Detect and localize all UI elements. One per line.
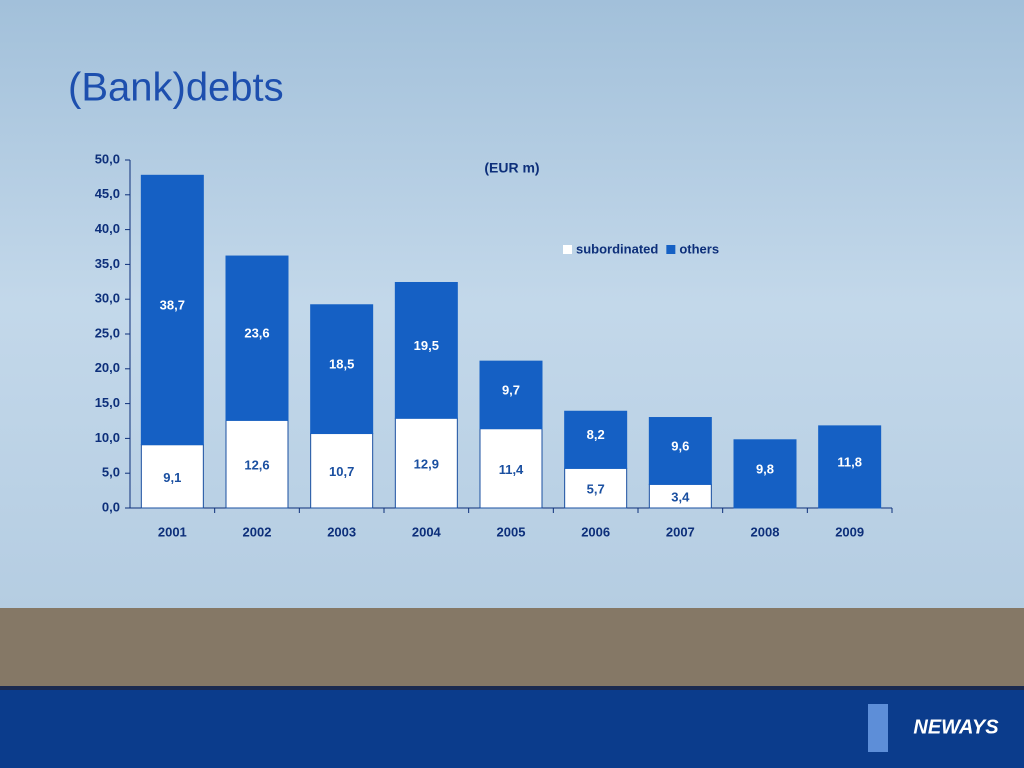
logo-text: NEWAYS <box>913 716 999 738</box>
y-tick-label: 50,0 <box>95 151 120 166</box>
value-label: 10,7 <box>329 464 354 479</box>
value-label: 12,9 <box>414 457 439 472</box>
bar-segment <box>310 433 374 509</box>
bar-segment <box>140 444 204 509</box>
bar-segment <box>310 304 374 435</box>
bar-segment <box>564 467 628 509</box>
x-tick-label: 2002 <box>243 524 272 539</box>
unit-annotation: (EUR m) <box>484 160 539 176</box>
value-label: 38,7 <box>160 297 185 312</box>
bar-segment <box>479 428 543 509</box>
bar-segment <box>648 417 712 485</box>
x-tick-label: 2004 <box>412 524 442 539</box>
y-tick-label: 40,0 <box>95 221 120 236</box>
y-tick-label: 35,0 <box>95 256 120 271</box>
y-tick-label: 20,0 <box>95 360 120 375</box>
y-tick-label: 25,0 <box>95 325 120 340</box>
bar-segment <box>733 439 797 509</box>
value-label: 11,8 <box>837 454 862 469</box>
logo-mark <box>868 704 888 752</box>
value-label: 23,6 <box>244 326 269 341</box>
blue-band <box>0 688 1024 768</box>
value-label: 12,6 <box>244 458 269 473</box>
x-tick-label: 2006 <box>581 524 610 539</box>
legend-label: others <box>679 241 719 256</box>
x-tick-label: 2005 <box>497 524 526 539</box>
bar-segment <box>394 281 458 419</box>
x-tick-label: 2008 <box>751 524 780 539</box>
value-label: 9,6 <box>671 438 689 453</box>
y-tick-label: 15,0 <box>95 395 120 410</box>
logo: NEWAYS <box>868 704 999 752</box>
legend-swatch <box>563 245 572 254</box>
y-tick-label: 30,0 <box>95 291 120 306</box>
value-label: 9,8 <box>756 461 774 476</box>
brown-band <box>0 608 1024 688</box>
bar-segment <box>479 360 543 430</box>
legend-swatch <box>666 245 676 254</box>
value-label: 5,7 <box>587 482 605 497</box>
bar-segment <box>140 174 204 446</box>
value-label: 19,5 <box>414 338 439 353</box>
bar-segment <box>225 419 289 509</box>
legend-label: subordinated <box>576 241 658 256</box>
bar-segment <box>564 410 628 469</box>
bar-segment <box>225 255 289 421</box>
y-tick-label: 45,0 <box>95 186 120 201</box>
x-tick-label: 2003 <box>327 524 356 539</box>
value-label: 9,1 <box>163 470 181 485</box>
value-label: 18,5 <box>329 357 354 372</box>
slide-title: (Bank)debts <box>68 66 284 110</box>
x-tick-label: 2009 <box>835 524 864 539</box>
x-tick-label: 2007 <box>666 524 695 539</box>
y-tick-label: 0,0 <box>102 499 120 514</box>
band-divider <box>0 686 1024 690</box>
value-label: 11,4 <box>499 462 524 477</box>
value-label: 3,4 <box>671 490 690 505</box>
y-tick-label: 5,0 <box>102 465 120 480</box>
y-tick-label: 10,0 <box>95 430 120 445</box>
value-label: 8,2 <box>587 427 605 442</box>
x-tick-label: 2001 <box>158 524 187 539</box>
bar-segment <box>818 425 882 509</box>
value-label: 9,7 <box>502 382 520 397</box>
